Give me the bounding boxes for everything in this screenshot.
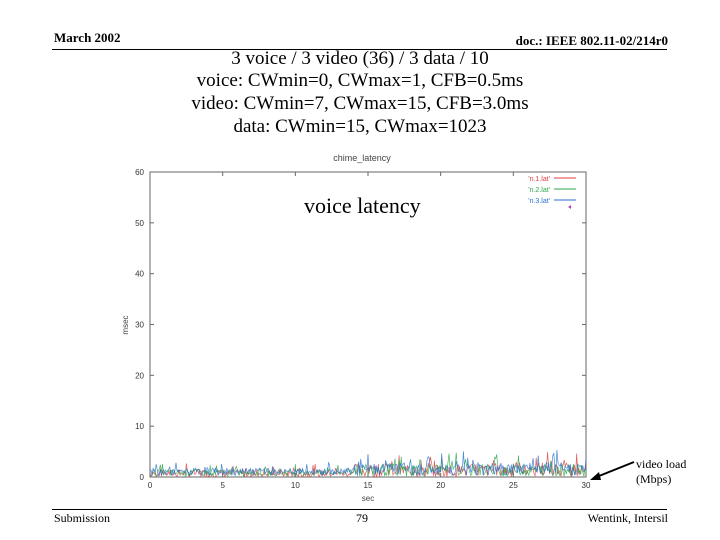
annotation-line-1: video load <box>636 457 686 471</box>
x-tick-label: 5 <box>220 481 225 490</box>
chart-overlay-label: voice latency <box>304 193 421 218</box>
x-tick-label: 20 <box>436 481 445 490</box>
slide-title-line-3: video: CWmin=7, CWmax=15, CFB=3.0ms <box>191 93 529 114</box>
x-tick-label: 15 <box>364 481 373 490</box>
slide-title-line-4: data: CWmin=15, CWmax=1023 <box>233 116 487 137</box>
series-line-3 <box>149 449 587 477</box>
x-tick-label: 10 <box>291 481 300 490</box>
latency-chart: 0 5 10 15 20 25 30 0 10 20 30 40 50 60 'n.1.lat' 'n.2.… <box>121 153 686 503</box>
y-tick-label: 40 <box>135 270 144 279</box>
y-tick-label: 30 <box>135 321 144 330</box>
annotation-arrow <box>593 461 635 479</box>
annotation-arrowhead <box>590 472 601 480</box>
slide-title-line-1: 3 voice / 3 video (36) / 3 data / 10 <box>231 48 489 69</box>
x-axis-label: sec <box>362 494 374 503</box>
chart-axes: 0 5 10 15 20 25 30 0 10 20 30 40 50 60 <box>135 168 591 490</box>
footer-page-number: 79 <box>356 511 368 525</box>
y-tick-label: 10 <box>135 422 144 431</box>
footer-author: Wentink, Intersil <box>587 511 668 525</box>
series-line-2 <box>149 452 587 478</box>
header-doc-id: doc.: IEEE 802.11-02/214r0 <box>515 33 668 48</box>
series-line-1 <box>149 451 587 479</box>
chart-title: chime_latency <box>333 153 391 163</box>
legend-label-2: 'n.2.lat' <box>528 187 550 194</box>
y-axis-label: msec <box>121 315 130 334</box>
chart-labels: chime_latency voice latency sec msec vid… <box>121 153 686 503</box>
x-tick-label: 25 <box>509 481 518 490</box>
y-tick-label: 0 <box>140 473 145 482</box>
footer-rule <box>52 509 667 510</box>
y-tick-label: 50 <box>135 219 144 228</box>
legend-label-1: 'n.1.lat' <box>528 176 550 183</box>
footer-submission: Submission <box>54 511 111 525</box>
chart-legend: 'n.1.lat' 'n.2.lat' 'n.3.lat' <box>528 176 576 209</box>
annotation-line-2: (Mbps) <box>636 472 671 486</box>
y-tick-label: 20 <box>135 371 144 380</box>
slide-title-line-2: voice: CWmin=0, CWmax=1, CFB=0.5ms <box>196 70 524 91</box>
header-rule <box>52 49 667 50</box>
y-tick-label: 60 <box>135 168 144 177</box>
legend-marker-video-load <box>568 205 571 209</box>
header-date: March 2002 <box>54 30 121 45</box>
chart-traces <box>149 449 587 479</box>
x-tick-label: 30 <box>582 481 591 490</box>
x-tick-label: 0 <box>148 481 153 490</box>
legend-label-3: 'n.3.lat' <box>528 198 550 205</box>
